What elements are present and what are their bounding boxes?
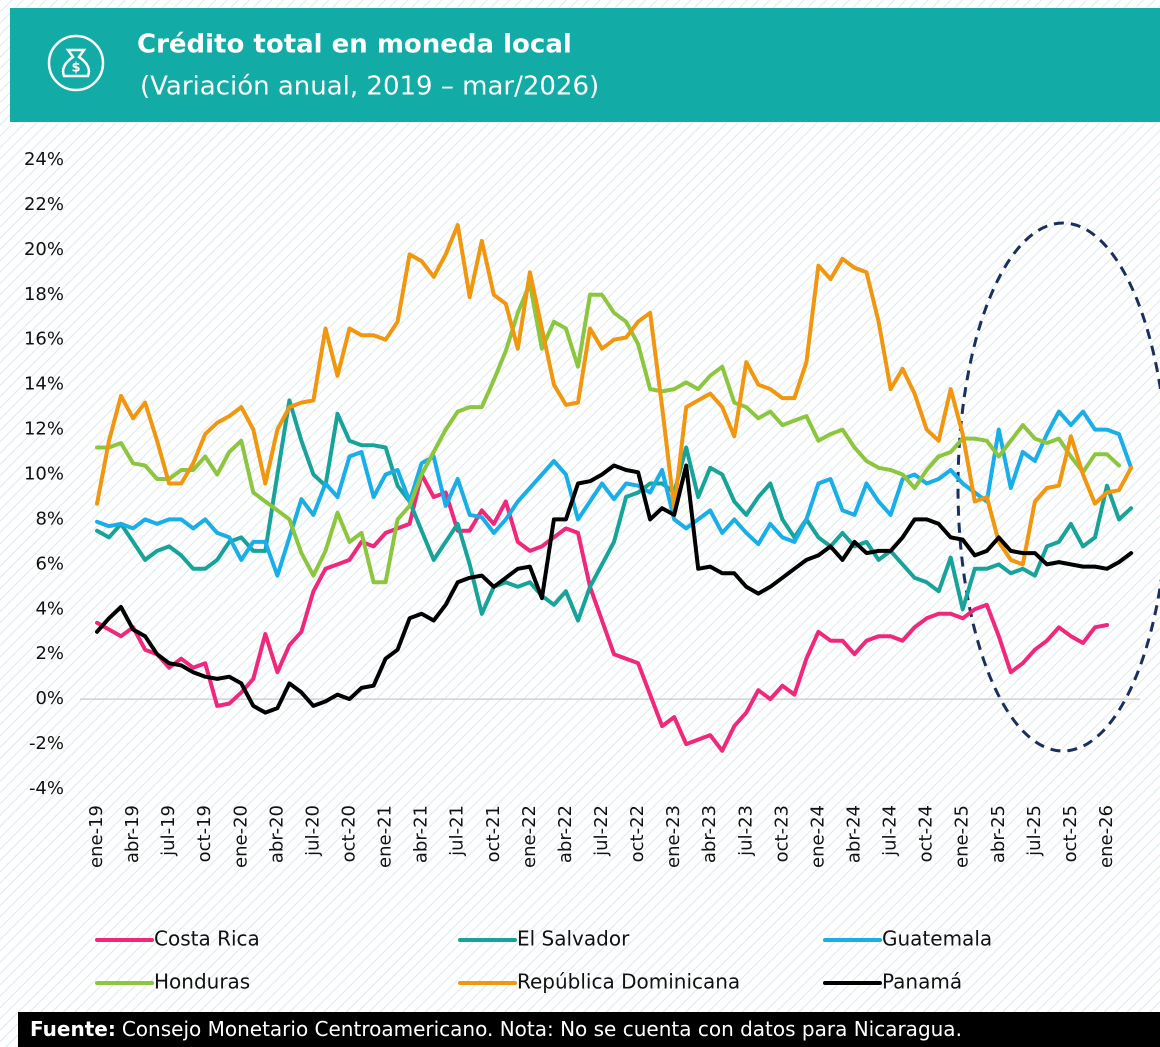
- legend-label: Guatemala: [882, 927, 992, 951]
- y-tick-label: 20%: [24, 239, 64, 260]
- legend-label: Honduras: [154, 970, 250, 994]
- header: [10, 8, 1160, 122]
- x-tick-label: abr-24: [844, 805, 865, 863]
- chart-subtitle: (Variación anual, 2019 – mar/2026): [140, 72, 599, 102]
- x-tick-label: ene-22: [519, 805, 540, 868]
- x-tick-label: abr-25: [988, 805, 1009, 863]
- x-tick-label: jul-19: [158, 805, 179, 857]
- x-tick-label: abr-23: [699, 805, 720, 863]
- y-tick-label: 18%: [24, 284, 64, 305]
- x-tick-label: oct-24: [916, 805, 937, 862]
- series-line: [95, 472, 1109, 753]
- series-line: [95, 398, 1134, 623]
- x-tick-label: oct-19: [194, 805, 215, 862]
- y-tick-label: 14%: [24, 374, 64, 395]
- x-tick-label: jul-22: [591, 805, 612, 857]
- y-tick-label: 22%: [24, 194, 64, 215]
- source-note: Fuente: Consejo Monetario Centroamericano…: [30, 1017, 962, 1041]
- y-tick-label: 24%: [24, 149, 64, 170]
- x-tick-label: ene-25: [952, 805, 973, 868]
- x-tick-label: jul-20: [302, 805, 323, 857]
- legend-label: Costa Rica: [154, 927, 260, 951]
- series-line: [95, 463, 1134, 715]
- x-tick-label: abr-19: [122, 805, 143, 863]
- x-tick-label: abr-21: [411, 805, 432, 863]
- x-tick-label: jul-23: [735, 805, 756, 857]
- y-tick-label: 0%: [35, 688, 64, 709]
- source-label: Fuente:: [30, 1017, 116, 1041]
- x-tick-label: ene-24: [807, 805, 828, 868]
- x-tick-label: jul-24: [880, 805, 901, 857]
- x-tick-label: oct-23: [771, 805, 792, 862]
- x-tick-label: ene-20: [230, 805, 251, 868]
- y-tick-label: 6%: [35, 553, 64, 574]
- x-tick-label: oct-21: [483, 805, 504, 862]
- y-tick-label: -2%: [29, 733, 64, 754]
- x-tick-label: oct-20: [339, 805, 360, 862]
- footer: [18, 1012, 1160, 1047]
- source-text: Consejo Monetario Centroamericano. Nota:…: [122, 1017, 962, 1041]
- money-icon: $: [47, 34, 105, 92]
- y-tick-label: -4%: [29, 778, 64, 799]
- y-tick-label: 2%: [35, 643, 64, 664]
- y-tick-label: 16%: [24, 329, 64, 350]
- y-tick-label: 10%: [24, 464, 64, 485]
- svg-text:$: $: [71, 61, 80, 76]
- x-tick-label: oct-25: [1060, 805, 1081, 862]
- legend-label: Panamá: [882, 970, 962, 994]
- legend-label: El Salvador: [517, 927, 630, 951]
- legend-label: República Dominicana: [517, 970, 740, 994]
- y-tick-label: 8%: [35, 508, 64, 529]
- x-tick-label: jul-21: [447, 805, 468, 857]
- x-tick-label: oct-22: [627, 805, 648, 862]
- chart-title: Crédito total en moneda local: [137, 30, 572, 60]
- x-tick-label: ene-19: [86, 805, 107, 868]
- y-tick-label: 4%: [35, 598, 64, 619]
- series-line: [95, 281, 1121, 585]
- x-tick-label: jul-25: [1024, 805, 1045, 857]
- x-tick-label: abr-22: [555, 805, 576, 863]
- y-tick-label: 12%: [24, 419, 64, 440]
- x-tick-label: ene-23: [663, 805, 684, 868]
- highlight-ellipse: [956, 221, 1160, 753]
- x-tick-label: ene-21: [375, 805, 396, 868]
- x-tick-label: abr-20: [266, 805, 287, 863]
- x-tick-label: ene-26: [1096, 805, 1117, 868]
- series-line: [95, 223, 1134, 567]
- series-line: [95, 409, 1134, 578]
